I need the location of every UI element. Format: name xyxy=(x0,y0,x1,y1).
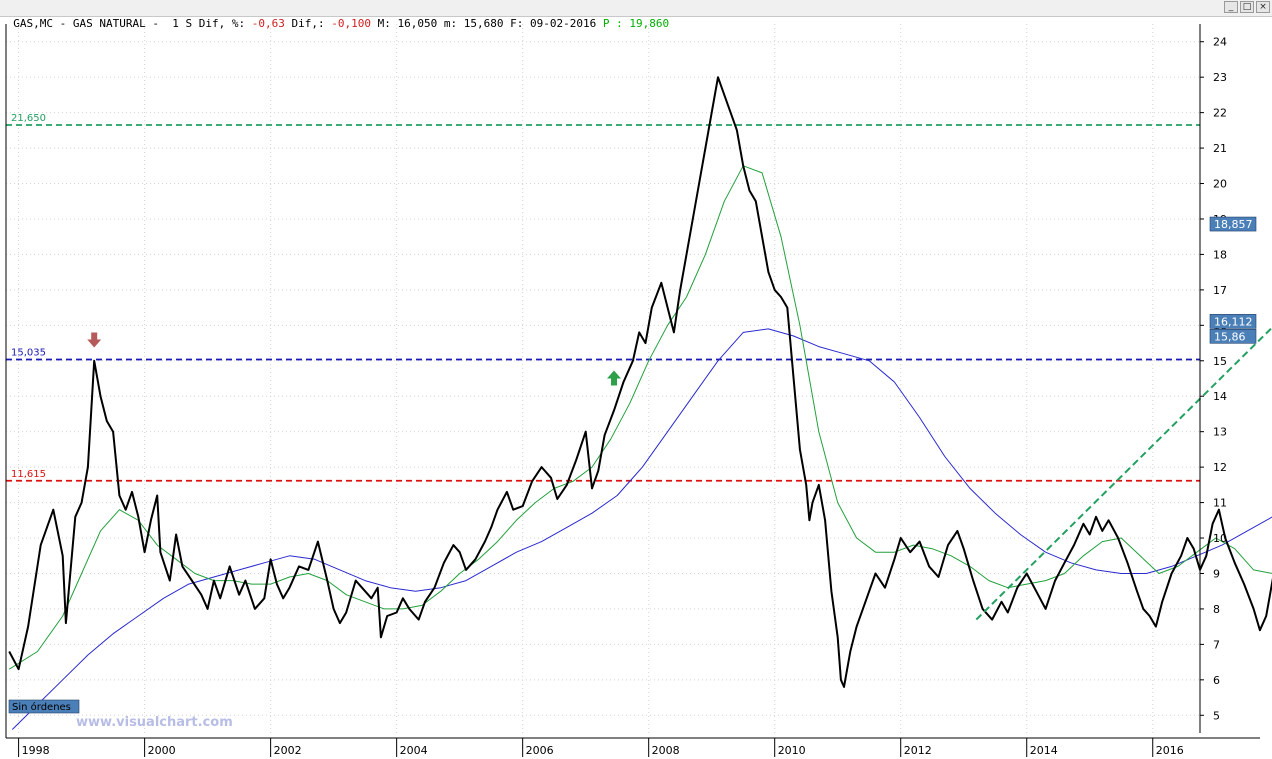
high-label: M: xyxy=(377,17,391,30)
price-tag xyxy=(1209,216,1257,232)
dif-pct-label: Dif, %: xyxy=(198,17,246,30)
close-button[interactable]: × xyxy=(1256,1,1270,13)
dif-value: -0,100 xyxy=(331,17,371,30)
orders-label: Sin órdenes xyxy=(12,701,71,713)
trendlines xyxy=(975,326,1272,621)
date-value: 09-02-2016 xyxy=(529,17,597,30)
instrument-name: GAS NATURAL xyxy=(72,17,146,30)
y-tick-label: 23 xyxy=(1213,71,1227,84)
y-tick-label: 20 xyxy=(1213,178,1227,191)
dif-label: Dif,: xyxy=(291,17,325,30)
price-tags: 18,857 16,112 15,86 xyxy=(1209,216,1257,344)
orders-box[interactable]: Sin órdenes xyxy=(8,699,80,714)
arrow-down-icon xyxy=(87,332,102,348)
y-tick-label: 5 xyxy=(1213,709,1220,722)
y-tick-label: 15 xyxy=(1213,355,1227,368)
y-tick-label: 8 xyxy=(1213,603,1220,616)
series-line-ma-long xyxy=(11,328,1272,730)
y-tick-label: 24 xyxy=(1213,36,1227,49)
axes: 5678910111213141516171819202122232419982… xyxy=(5,24,1260,757)
arrow-up-icon xyxy=(607,370,622,386)
series-layer xyxy=(8,76,1272,730)
support-line-label: 21,650 xyxy=(11,113,46,124)
title-bar: GAS,MC - GAS NATURAL - 1 S Dif, %: -0,63… xyxy=(0,0,1272,30)
y-tick-label: 9 xyxy=(1213,567,1220,580)
low-value: 15,680 xyxy=(463,17,504,30)
y-tick-label: 11 xyxy=(1213,497,1227,510)
watermark: www.visualchart.com xyxy=(76,715,233,730)
y-tick-label: 13 xyxy=(1213,426,1227,439)
y-tick-label: 18 xyxy=(1213,248,1227,261)
x-tick-label: 2000 xyxy=(148,744,176,757)
date-label: F: xyxy=(510,17,524,30)
symbol: GAS,MC xyxy=(13,17,53,30)
x-tick-label: 2004 xyxy=(400,744,428,757)
x-tick-label: 2014 xyxy=(1030,744,1058,757)
y-tick-label: 7 xyxy=(1213,638,1220,651)
x-tick-label: 2002 xyxy=(274,744,302,757)
y-tick-label: 12 xyxy=(1213,461,1227,474)
x-tick-label: 1998 xyxy=(22,744,50,757)
support-line-label: 11,615 xyxy=(11,469,46,480)
high-value: 16,050 xyxy=(397,17,438,30)
y-tick-label: 17 xyxy=(1213,284,1227,297)
price-tag xyxy=(1209,314,1257,329)
price-tag-label: 18,857 xyxy=(1214,218,1253,231)
series-line-price xyxy=(8,76,1272,688)
y-tick-label: 14 xyxy=(1213,390,1227,403)
grid xyxy=(6,24,1200,733)
signal-arrows xyxy=(87,332,622,386)
dif-pct-value: -0,63 xyxy=(251,17,285,30)
price-tag-label: 15,86 xyxy=(1214,330,1246,343)
support-line-label: 15,035 xyxy=(11,348,46,359)
y-tick-label: 21 xyxy=(1213,142,1227,155)
low-label: m: xyxy=(443,17,458,30)
window-controls: _ □ × xyxy=(1224,1,1270,13)
minimize-button[interactable]: _ xyxy=(1224,1,1238,13)
x-tick-label: 2010 xyxy=(778,744,806,757)
x-tick-label: 2016 xyxy=(1156,744,1184,757)
x-tick-label: 2008 xyxy=(652,744,680,757)
y-tick-label: 10 xyxy=(1213,532,1227,545)
price-value: 19,860 xyxy=(629,17,670,30)
y-tick-label: 6 xyxy=(1213,674,1220,687)
support-lines: 21,650 15,035 11,615 xyxy=(6,113,1200,482)
price-tag xyxy=(1209,328,1257,344)
price-label: P : xyxy=(602,17,623,30)
series-line-ma-short xyxy=(8,165,1272,670)
maximize-button[interactable]: □ xyxy=(1240,1,1254,13)
y-tick-label: 22 xyxy=(1213,107,1227,120)
x-tick-label: 2012 xyxy=(904,744,932,757)
period: 1 S xyxy=(172,17,193,30)
x-tick-label: 2006 xyxy=(526,744,554,757)
price-tag-label: 16,112 xyxy=(1214,315,1253,328)
